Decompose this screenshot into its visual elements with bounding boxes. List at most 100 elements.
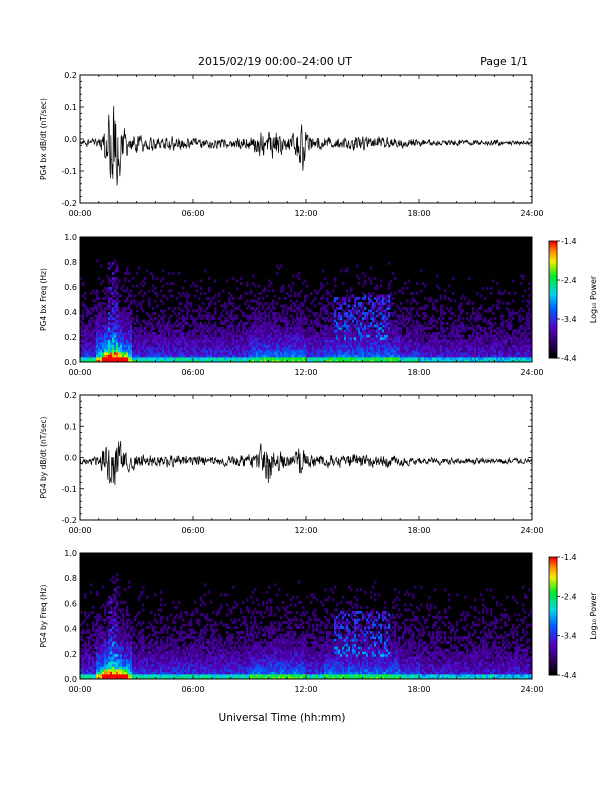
spectrogram-cell xyxy=(260,344,263,348)
spectrogram-cell xyxy=(500,347,503,350)
spectrogram-cell xyxy=(444,289,447,293)
spectrogram-cell xyxy=(434,347,437,350)
spectrogram-cell xyxy=(156,347,159,350)
spectrogram-cell xyxy=(168,317,171,320)
spectrogram-cell xyxy=(190,317,193,320)
spectrogram-cell xyxy=(320,284,323,288)
spectrogram-cell xyxy=(404,349,407,353)
spectrogram-cell xyxy=(440,342,443,345)
spectrogram-cell xyxy=(162,347,165,350)
spectrogram-cell xyxy=(292,347,295,350)
spectrogram-cell xyxy=(126,357,129,360)
spectrogram-cell xyxy=(218,347,221,350)
spectrogram-cell xyxy=(294,302,297,305)
spectrogram-cell xyxy=(120,324,123,328)
spectrogram-cell xyxy=(108,342,111,345)
spectrogram-cell xyxy=(346,357,349,360)
spectrogram-cell xyxy=(146,342,149,345)
spectrogram-cell xyxy=(488,352,491,355)
spectrogram-cell xyxy=(190,332,193,335)
spectrogram-cell xyxy=(342,314,345,318)
spectrogram-cell xyxy=(342,337,345,340)
spectrogram-cell xyxy=(434,319,437,323)
spectrogram-cell xyxy=(98,342,101,345)
spectrogram-cell xyxy=(334,312,337,315)
spectrogram-cell xyxy=(196,344,199,348)
spectrogram-cell xyxy=(186,334,189,338)
spectrogram-cell xyxy=(304,279,307,283)
spectrogram-cell xyxy=(84,359,87,363)
spectrogram-cell xyxy=(334,324,337,328)
spectrogram-cell xyxy=(472,359,475,363)
colorbar-swatch xyxy=(549,262,557,265)
spectrogram-cell xyxy=(474,344,477,348)
spectrogram-cell xyxy=(200,347,203,350)
spectrogram-cell xyxy=(500,317,503,320)
spectrogram-cell xyxy=(482,334,485,338)
spectrogram-cell xyxy=(172,349,175,353)
spectrogram-cell xyxy=(470,357,473,360)
spectrogram-cell xyxy=(118,334,121,338)
spectrogram-cell xyxy=(350,322,353,325)
spectrogram-cell xyxy=(170,342,173,345)
spectrogram-cell xyxy=(358,342,361,345)
spectrogram-cell xyxy=(80,636,83,640)
spectrogram-cell xyxy=(330,334,333,338)
spectrogram-cell xyxy=(276,339,279,343)
spectrogram-cell xyxy=(330,302,333,305)
spectrogram-cell xyxy=(392,327,395,330)
spectrogram-cell xyxy=(416,359,419,363)
spectrogram-cell xyxy=(228,319,231,323)
spectrogram-cell xyxy=(492,312,495,315)
spectrogram-cell xyxy=(390,327,393,330)
spectrogram-cell xyxy=(174,324,177,328)
spectrogram-cell xyxy=(230,357,233,360)
spectrogram-cell xyxy=(144,292,147,295)
spectrogram-cell xyxy=(96,349,99,353)
spectrogram-cell xyxy=(236,349,239,353)
spectrogram-cell xyxy=(116,322,119,325)
spectrogram-cell xyxy=(96,359,99,363)
spectrogram-cell xyxy=(530,352,533,355)
spectrogram-cell xyxy=(488,339,491,343)
spectrogram-cell xyxy=(328,292,331,295)
spectrogram-cell xyxy=(144,344,147,348)
spectrogram-cell xyxy=(284,359,287,363)
spectrogram-cell xyxy=(152,337,155,340)
spectrogram-cell xyxy=(196,342,199,345)
spectrogram-cell xyxy=(180,359,183,363)
spectrogram-cell xyxy=(200,279,203,283)
spectrogram-cell xyxy=(288,352,291,355)
spectrogram-cell xyxy=(388,297,391,300)
spectrogram-cell xyxy=(166,324,169,328)
spectrogram-cell xyxy=(352,354,355,358)
spectrogram-cell xyxy=(370,329,373,333)
spectrogram-cell xyxy=(486,337,489,340)
spectrogram-cell xyxy=(114,357,117,360)
spectrogram-cell xyxy=(384,302,387,305)
spectrogram-cell xyxy=(470,327,473,330)
spectrogram-cell xyxy=(162,349,165,353)
colorbar-swatch xyxy=(549,319,557,322)
y-axis: 0.00.20.40.60.81.0 xyxy=(64,233,532,367)
spectrogram-cell xyxy=(468,342,471,345)
spectrogram-cell xyxy=(406,322,409,325)
spectrogram-cell xyxy=(270,302,273,305)
spectrogram-cell xyxy=(328,329,331,333)
spectrogram-cell xyxy=(262,312,265,315)
spectrogram-cell xyxy=(502,292,505,295)
spectrogram-cell xyxy=(374,357,377,360)
spectrogram-cell xyxy=(306,332,309,335)
spectrogram-cell xyxy=(100,324,103,328)
spectrogram-cell xyxy=(206,312,209,315)
spectrogram-cell xyxy=(446,359,449,363)
spectrogram-cell xyxy=(280,339,283,343)
spectrogram-cell xyxy=(174,337,177,340)
spectrogram-cell xyxy=(210,302,213,305)
spectrogram-cell xyxy=(108,297,111,300)
spectrogram-cell xyxy=(110,352,113,355)
spectrogram-cell xyxy=(154,344,157,348)
spectrogram-cell xyxy=(258,344,261,348)
spectrogram-cell xyxy=(282,357,285,360)
spectrogram-cell xyxy=(340,312,343,315)
